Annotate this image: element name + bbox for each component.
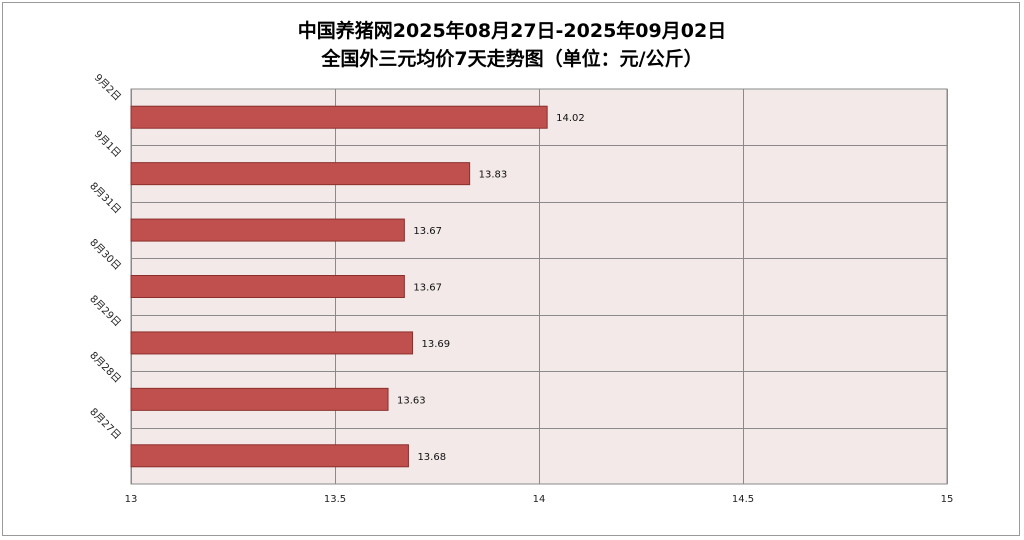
category-label: 9月2日 [92,72,124,104]
chart-subtitle: 全国外三元均价7天走势图（单位：元/公斤） [321,48,703,70]
category-label: 8月28日 [87,349,123,385]
category-label: 9月1日 [92,128,124,160]
data-label: 13.67 [413,226,442,237]
bar [130,105,548,129]
chart-title: 中国养猪网2025年08月27日-2025年09月02日 [297,20,727,42]
x-tick-label: 13.5 [324,494,346,505]
bar [130,444,409,468]
x-tick-label: 15 [941,494,954,505]
data-label: 13.83 [479,170,508,181]
bar [130,275,405,298]
category-label: 8月27日 [87,406,123,442]
data-label: 13.63 [397,395,426,406]
bar [130,331,414,355]
x-tick-label: 13 [125,494,138,505]
bar [130,387,389,411]
data-label: 13.69 [422,339,451,350]
data-label: 14.02 [556,113,585,124]
x-tick-label: 14 [533,494,546,505]
category-label: 8月31日 [87,180,123,216]
bar [130,218,405,242]
bar [130,162,471,186]
data-label: 13.68 [417,452,446,463]
x-tick-label: 14.5 [732,494,754,505]
category-label: 8月29日 [87,293,123,329]
category-label: 8月30日 [87,236,123,272]
data-label: 13.67 [413,283,442,294]
